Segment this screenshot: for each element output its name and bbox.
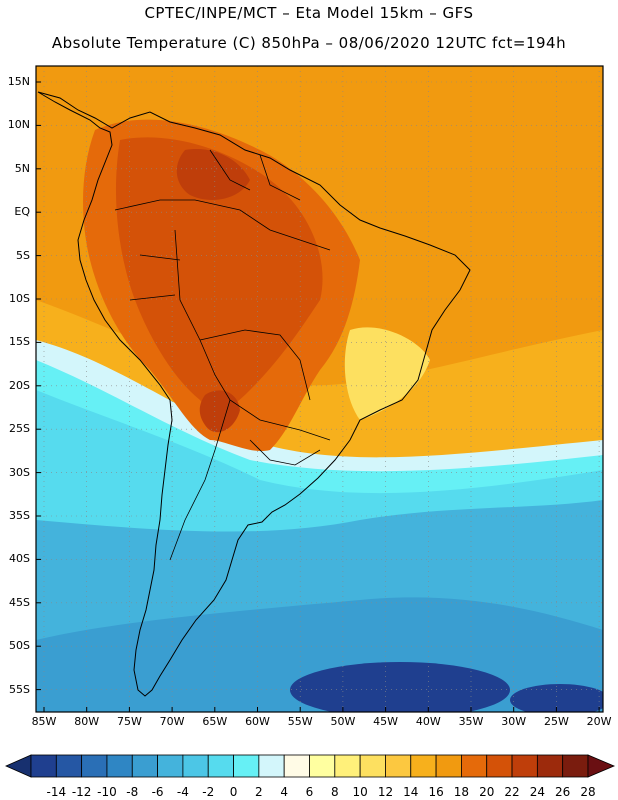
colorbar-tick-label: -14 [47, 785, 67, 799]
field-deep-cold [290, 662, 510, 712]
latitude-label: 50S [9, 639, 30, 653]
colorbar-swatch [536, 754, 564, 778]
colorbar-swatch [486, 754, 513, 778]
colorbar-swatch [182, 754, 209, 778]
south-america-coastline [37, 91, 471, 697]
colorbar-tick-label: 18 [454, 785, 469, 799]
colorbar-tick-label: -8 [126, 785, 138, 799]
colorbar-swatch [410, 754, 437, 778]
colorbar-swatch [435, 754, 462, 778]
colorbar-tick-label: 12 [378, 785, 393, 799]
colorbar-tick-label: -2 [202, 785, 214, 799]
latitude-label: 35S [9, 509, 30, 522]
colorbar-swatch [55, 754, 83, 778]
colorbar-tick-label: -4 [177, 785, 189, 799]
longitude-label: 45W [373, 715, 399, 728]
latitude-label: EQ [14, 205, 30, 219]
latitude-label: 40S [9, 552, 30, 566]
latitude-label: 5N [14, 161, 30, 175]
colorbar-under-arrow [5, 754, 32, 778]
colorbar-tick-label: 2 [255, 785, 263, 799]
latitude-label: 55S [9, 682, 30, 696]
latitude-label: 10S [9, 292, 30, 305]
map-title: CPTEC/INPE/MCT – Eta Model 15km – GFS [144, 4, 474, 22]
colorbar-swatch [157, 754, 184, 778]
colorbar-tick-label: -10 [97, 785, 117, 799]
colorbar-tick-label: 0 [230, 785, 238, 799]
colorbar-tick-label: 4 [280, 785, 288, 799]
colorbar-swatch [283, 754, 310, 778]
colorbar-swatch [106, 754, 133, 778]
colorbar-tick-label: 28 [580, 785, 595, 799]
colorbar-swatch [359, 754, 386, 778]
colorbar-tick-label: 14 [403, 785, 418, 799]
colorbar-tick-label: 24 [530, 785, 545, 799]
colorbar-labels: -14 -12 -10 -8 -6 -4 -2 0 2 4 6 8 10 12 14 16 18 20 22 24 26… [47, 785, 596, 799]
latitude-label: 5S [16, 248, 30, 262]
colorbar-swatch [385, 754, 412, 778]
field-continent-hotter [176, 149, 250, 433]
longitude-label: 50W [330, 715, 356, 728]
colorbar-swatch [309, 754, 336, 778]
colorbar-swatch [81, 754, 108, 778]
field-continent-hot [115, 137, 323, 411]
colorbar-tick-label: 10 [352, 785, 367, 799]
colorbar-swatch [511, 754, 538, 778]
longitude-label: 40W [415, 715, 441, 728]
colorbar-swatch [30, 754, 57, 778]
colorbar-tick-label: 6 [306, 785, 314, 799]
axis-ticks [36, 81, 600, 712]
colorbar-over-arrow [587, 754, 616, 778]
colorbar-tick-label: 16 [428, 785, 443, 799]
longitude-label: 25W [543, 715, 569, 728]
colorbar-tick-label: -12 [72, 785, 92, 799]
longitude-label: 35W [458, 715, 484, 728]
latitude-label: 30S [9, 465, 30, 479]
colorbar-swatch [334, 754, 361, 778]
colorbar-tick-label: 26 [555, 785, 570, 799]
longitude-label: 85W [31, 715, 57, 728]
colorbar-tick-label: -6 [152, 785, 164, 799]
colorbar-tick-label: 20 [479, 785, 494, 799]
latitude-label: 10N [7, 118, 30, 132]
field-coastal-yellow [344, 327, 430, 420]
map-field [36, 66, 603, 712]
field-deep-cold-east [510, 684, 603, 712]
latitude-label: 20S [9, 378, 30, 392]
colorbar-tick-label: 8 [331, 785, 339, 799]
longitude-label: 20W [586, 715, 612, 728]
colorbar-swatch [207, 754, 234, 778]
colorbar-swatch [131, 754, 158, 778]
latitude-label: 15N [7, 75, 30, 88]
longitude-label: 60W [245, 715, 270, 728]
colorbar [5, 754, 616, 778]
colorbar-swatch [461, 754, 488, 778]
latitude-label: 15S [9, 335, 30, 349]
map-frame [35, 65, 604, 713]
latitude-label: 25S [9, 422, 30, 436]
latitude-label: 45S [9, 595, 30, 609]
colorbar-tick-label: 22 [504, 785, 519, 799]
colorbar-swatch [562, 754, 589, 778]
longitude-label: 55W [287, 715, 313, 728]
longitude-label: 70W [159, 715, 185, 728]
longitude-label: 65W [202, 715, 228, 728]
colorbar-swatch [258, 754, 285, 778]
longitude-label: 75W [116, 715, 142, 728]
map-subtitle: Absolute Temperature (C) 850hPa – 08/06/… [51, 34, 567, 52]
longitude-label: 80W [74, 715, 100, 728]
country-borders [114, 149, 331, 561]
colorbar-swatch [233, 754, 260, 778]
longitude-label: 30W [501, 715, 527, 728]
